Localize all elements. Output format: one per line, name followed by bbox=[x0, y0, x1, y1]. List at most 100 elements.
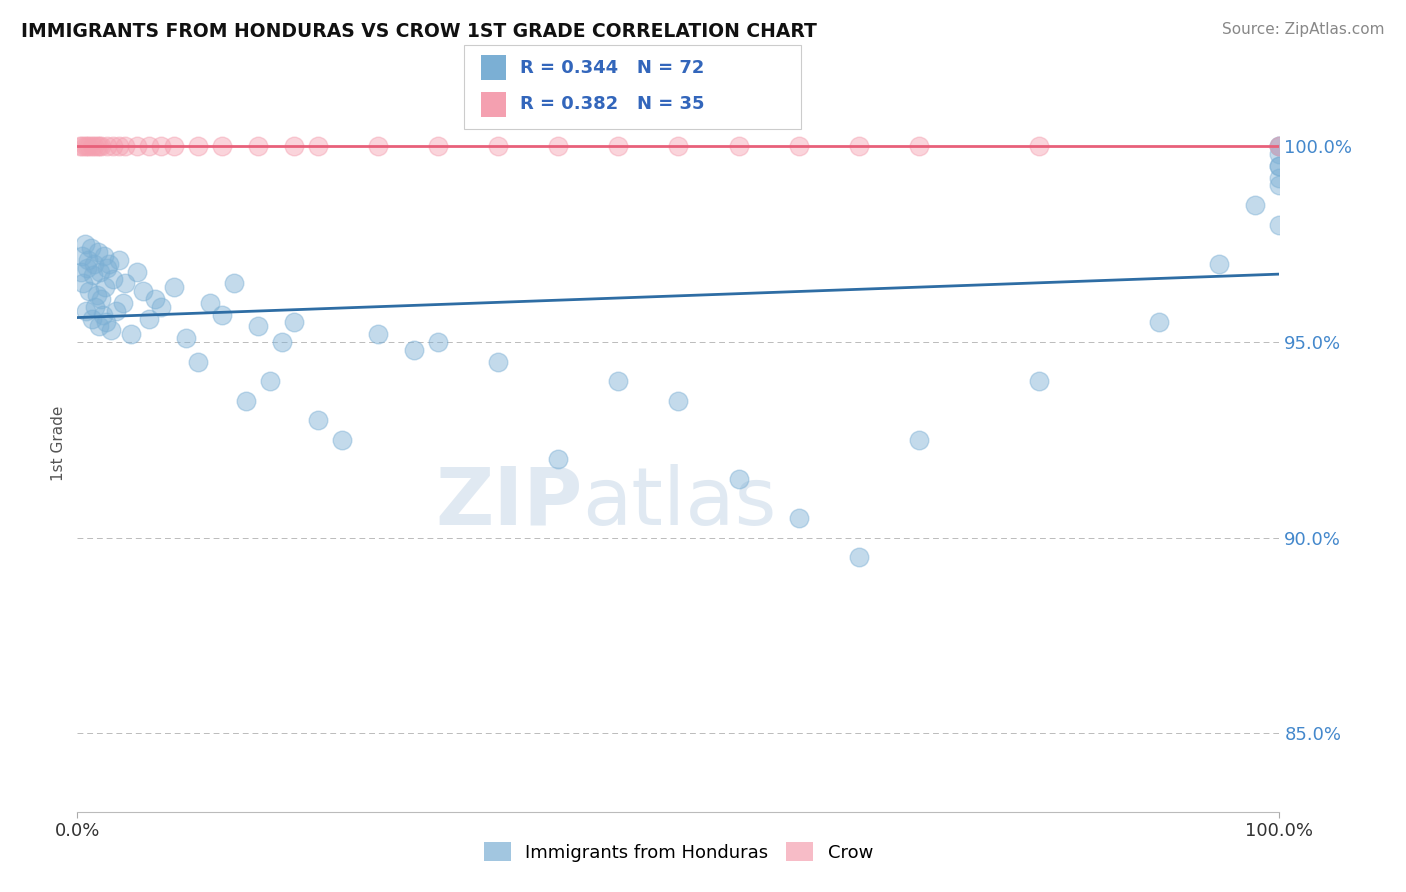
Point bbox=[1268, 147, 1291, 161]
Point bbox=[283, 139, 305, 153]
Point bbox=[75, 303, 97, 318]
Point bbox=[607, 139, 630, 153]
Point bbox=[259, 374, 281, 388]
Point bbox=[246, 319, 269, 334]
Point bbox=[908, 433, 931, 447]
Point bbox=[150, 139, 173, 153]
Point bbox=[94, 280, 117, 294]
Point bbox=[1268, 139, 1291, 153]
Point bbox=[162, 280, 184, 294]
Point bbox=[90, 292, 112, 306]
Point bbox=[114, 139, 136, 153]
Point bbox=[79, 139, 101, 153]
Point bbox=[70, 249, 93, 263]
Point bbox=[86, 139, 108, 153]
Point bbox=[211, 139, 233, 153]
Point bbox=[73, 139, 96, 153]
Point bbox=[162, 139, 184, 153]
Text: R = 0.382   N = 35: R = 0.382 N = 35 bbox=[520, 95, 704, 113]
Point bbox=[145, 292, 167, 306]
Point bbox=[198, 296, 221, 310]
Point bbox=[83, 257, 105, 271]
Point bbox=[1244, 198, 1267, 212]
Point bbox=[77, 252, 100, 267]
Point bbox=[127, 264, 149, 278]
Point bbox=[1268, 159, 1291, 173]
Point bbox=[1028, 139, 1050, 153]
Point bbox=[93, 249, 115, 263]
Point bbox=[668, 139, 690, 153]
Point bbox=[108, 252, 131, 267]
Point bbox=[307, 139, 329, 153]
Point bbox=[787, 139, 810, 153]
Text: ZIP: ZIP bbox=[434, 464, 582, 541]
Point bbox=[787, 511, 810, 525]
Point bbox=[82, 268, 104, 283]
Point bbox=[114, 277, 136, 291]
Point bbox=[186, 354, 209, 368]
Point bbox=[727, 472, 749, 486]
Point bbox=[87, 319, 110, 334]
Point bbox=[307, 413, 329, 427]
Point bbox=[330, 433, 353, 447]
Point bbox=[486, 354, 509, 368]
Point bbox=[96, 315, 118, 329]
Point bbox=[70, 139, 93, 153]
Point bbox=[668, 393, 690, 408]
Point bbox=[80, 139, 103, 153]
Point bbox=[103, 272, 125, 286]
Point bbox=[108, 139, 131, 153]
Point bbox=[100, 323, 122, 337]
Point bbox=[283, 315, 305, 329]
Point bbox=[87, 244, 110, 259]
Point bbox=[138, 139, 160, 153]
Point bbox=[547, 139, 569, 153]
Point bbox=[1268, 139, 1291, 153]
Point bbox=[547, 452, 569, 467]
Point bbox=[79, 284, 101, 298]
Point bbox=[103, 139, 125, 153]
Point bbox=[138, 311, 160, 326]
Point bbox=[96, 139, 118, 153]
Point bbox=[367, 139, 389, 153]
Point bbox=[848, 139, 870, 153]
Point bbox=[1268, 178, 1291, 193]
Point bbox=[211, 308, 233, 322]
Y-axis label: 1st Grade: 1st Grade bbox=[51, 406, 66, 482]
Point bbox=[727, 139, 749, 153]
Point bbox=[104, 303, 127, 318]
Point bbox=[84, 300, 107, 314]
Point bbox=[80, 311, 103, 326]
Point bbox=[111, 296, 134, 310]
Point bbox=[222, 277, 245, 291]
Point bbox=[402, 343, 425, 357]
Point bbox=[72, 277, 94, 291]
Text: R = 0.344   N = 72: R = 0.344 N = 72 bbox=[520, 60, 704, 78]
Point bbox=[150, 300, 173, 314]
Point bbox=[1149, 315, 1171, 329]
Point bbox=[69, 139, 91, 153]
Point bbox=[607, 374, 630, 388]
Point bbox=[270, 334, 292, 349]
Point bbox=[235, 393, 257, 408]
Point bbox=[127, 139, 149, 153]
Point bbox=[1268, 159, 1291, 173]
Text: atlas: atlas bbox=[582, 464, 776, 541]
Point bbox=[76, 139, 98, 153]
Point bbox=[132, 284, 155, 298]
Point bbox=[91, 308, 114, 322]
Legend: Immigrants from Honduras, Crow: Immigrants from Honduras, Crow bbox=[477, 835, 880, 869]
Point bbox=[1028, 374, 1050, 388]
Point bbox=[90, 139, 112, 153]
Point bbox=[1208, 257, 1230, 271]
Text: IMMIGRANTS FROM HONDURAS VS CROW 1ST GRADE CORRELATION CHART: IMMIGRANTS FROM HONDURAS VS CROW 1ST GRA… bbox=[21, 22, 817, 41]
Point bbox=[1268, 170, 1291, 185]
Point bbox=[367, 327, 389, 342]
Point bbox=[186, 139, 209, 153]
Point bbox=[1268, 218, 1291, 232]
Point bbox=[86, 288, 108, 302]
Point bbox=[70, 264, 93, 278]
Point bbox=[97, 257, 120, 271]
Point bbox=[427, 139, 450, 153]
Point bbox=[83, 139, 105, 153]
